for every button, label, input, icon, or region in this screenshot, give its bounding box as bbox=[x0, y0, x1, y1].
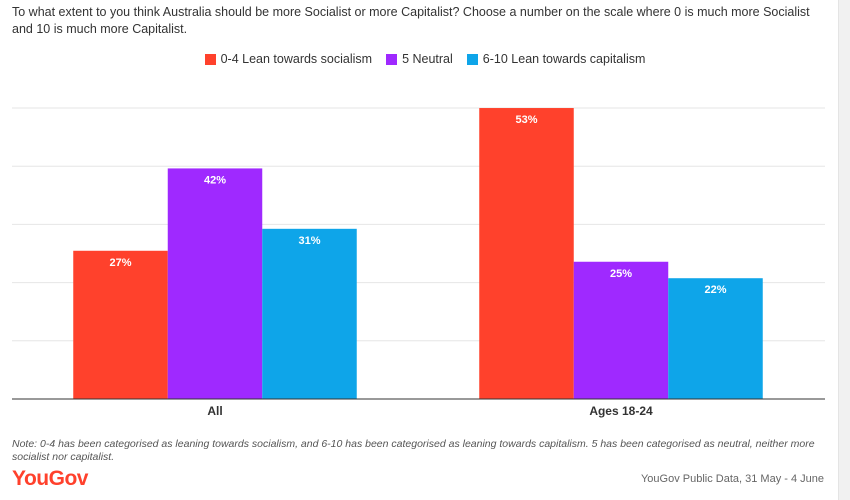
legend-entry[interactable]: 5 Neutral bbox=[386, 52, 453, 66]
chart-question: To what extent to you think Australia sh… bbox=[12, 5, 810, 36]
bar bbox=[262, 228, 357, 399]
bar bbox=[573, 261, 669, 399]
legend-label: 0-4 Lean towards socialism bbox=[220, 52, 373, 66]
scrollbar[interactable] bbox=[838, 0, 850, 500]
data-label: 27% bbox=[109, 257, 131, 269]
yougov-logo[interactable]: YouGov bbox=[12, 467, 88, 490]
bar bbox=[167, 168, 263, 399]
footnote: Note: 0-4 has been categorised as leanin… bbox=[12, 438, 815, 463]
category-label: Ages 18-24 bbox=[589, 404, 653, 418]
data-label: 22% bbox=[704, 284, 726, 296]
bar bbox=[479, 108, 574, 399]
legend-entry[interactable]: 0-4 Lean towards socialism bbox=[204, 52, 373, 66]
data-label: 42% bbox=[204, 174, 226, 186]
legend-swatch bbox=[386, 53, 398, 65]
legend-entry[interactable]: 6-10 Lean towards capitalism bbox=[466, 52, 646, 66]
bar bbox=[73, 250, 168, 399]
legend-swatch bbox=[466, 53, 478, 65]
source-note: YouGov Public Data, 31 May - 4 June bbox=[640, 473, 824, 485]
chart-legend: 0-4 Lean towards socialism 5 Neutral 6-10 … bbox=[0, 52, 850, 66]
legend-label: 6-10 Lean towards capitalism bbox=[482, 52, 646, 66]
data-label: 31% bbox=[298, 235, 320, 247]
bar-chart: 27% 42% 31% All 53% 25% 22% Ages 18-24 bbox=[12, 107, 825, 418]
data-label: 53% bbox=[515, 114, 537, 126]
bar bbox=[668, 278, 763, 399]
legend-label: 5 Neutral bbox=[402, 52, 453, 66]
category-label: All bbox=[207, 404, 222, 418]
data-label: 25% bbox=[610, 268, 632, 280]
legend-swatch bbox=[204, 53, 216, 65]
